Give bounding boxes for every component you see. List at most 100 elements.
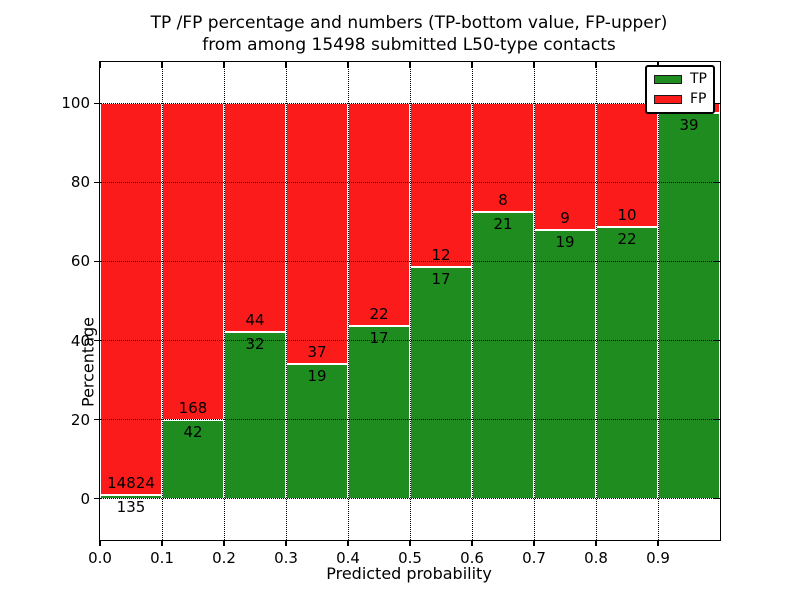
bar-segment-fp: [472, 103, 534, 213]
bar-segment-tp: [658, 113, 720, 499]
gridline-x: [223, 62, 225, 540]
bar-segment-fp: [286, 103, 348, 365]
gridline-x: [471, 62, 473, 540]
bar-segment-tp: [286, 364, 348, 499]
bar-label-fp: 9: [560, 209, 570, 228]
bar-label-fp: 12: [431, 245, 451, 264]
bar-label-fp: 14824: [107, 473, 155, 492]
legend-entry-tp: TP: [654, 71, 707, 87]
gridline-x: [347, 62, 349, 540]
bar-segment-tp: [472, 212, 534, 499]
x-tick-label: 0.3: [274, 549, 298, 567]
bar-label-fp: 10: [617, 205, 637, 224]
bar-label-fp: 22: [369, 305, 389, 324]
x-tick-top: [471, 62, 473, 68]
bar-label-fp: 8: [498, 191, 508, 210]
x-tick-label: 0.4: [336, 549, 360, 567]
x-tick-bottom: [595, 540, 597, 546]
x-tick-bottom: [657, 540, 659, 546]
x-tick-bottom: [409, 540, 411, 546]
bar-label-tp: 32: [245, 335, 265, 354]
bar-segment-tp: [162, 419, 224, 499]
fp-swatch-icon: [654, 95, 682, 104]
x-tick-top: [347, 62, 349, 68]
bar-segment-fp: [100, 103, 162, 495]
x-tick-bottom: [471, 540, 473, 546]
bar-label-tp: 17: [369, 329, 389, 348]
bar-segment-fp: [596, 103, 658, 227]
y-tick-left: [94, 102, 100, 105]
bar-segment-tp: [596, 226, 658, 499]
y-tick-label: 80: [70, 173, 90, 192]
bar-segment-tp: [348, 326, 410, 499]
x-tick-label: 0.8: [584, 549, 608, 567]
x-tick-bottom: [285, 540, 287, 546]
x-tick-top: [285, 62, 287, 68]
chart-title: TP /FP percentage and numbers (TP-bottom…: [99, 12, 719, 56]
gridline-x: [595, 62, 597, 540]
y-tick-left: [94, 181, 100, 184]
plot-area: Percentage 0 20 40 60 80 100 0.0 0.1 0.2 0.3 0.4 0.…: [61, 61, 721, 567]
bar-segment-tp: [410, 266, 472, 499]
y-tick-label: 40: [70, 331, 90, 350]
bar-label-tp: 21: [493, 215, 513, 234]
y-tick-right: [714, 260, 720, 263]
chart-title-line2: from among 15498 submitted L50-type cont…: [202, 35, 616, 55]
bar-segment-fp: [410, 103, 472, 267]
y-tick-left: [94, 418, 100, 421]
bar-label-fp: 168: [178, 398, 208, 417]
bar-label-tp: 19: [555, 233, 575, 252]
legend-label-tp: TP: [690, 71, 707, 87]
x-tick-top: [223, 62, 225, 68]
bar-segment-tp: [224, 332, 286, 499]
tp-swatch-icon: [654, 75, 682, 84]
x-tick-bottom: [223, 540, 225, 546]
gridline-x: [533, 62, 535, 540]
bar-label-tp: 135: [116, 497, 146, 516]
y-tick-right: [714, 339, 720, 342]
y-tick-label: 60: [70, 252, 90, 271]
x-tick-label: 0.7: [522, 549, 546, 567]
y-tick-label: 100: [61, 94, 90, 113]
x-tick-label: 0.5: [398, 549, 422, 567]
x-tick-bottom: [99, 540, 101, 546]
y-tick-left: [94, 339, 100, 342]
gridline-x: [409, 62, 411, 540]
x-tick-label: 0.1: [150, 549, 174, 567]
bar-segment-fp: [534, 103, 596, 231]
y-tick-label: 0: [80, 489, 90, 508]
x-tick-bottom: [347, 540, 349, 546]
x-tick-label: 0.6: [460, 549, 484, 567]
bar-segment-tp: [534, 230, 596, 499]
y-tick-right: [714, 102, 720, 105]
bar-label-tp: 39: [679, 116, 699, 135]
x-tick-top: [595, 62, 597, 68]
y-tick-right: [714, 418, 720, 421]
legend-entry-fp: FP: [654, 91, 707, 107]
bar-segment-fp: [224, 103, 286, 333]
x-tick-label: 0.2: [212, 549, 236, 567]
bar-segment-fp: [348, 103, 410, 327]
bar-label-fp: 37: [307, 343, 327, 362]
y-tick-left: [94, 497, 100, 500]
bar-label-fp: 44: [245, 311, 265, 330]
x-tick-label: 0.9: [646, 549, 670, 567]
x-tick-top: [99, 62, 101, 68]
x-tick-label: 0.0: [88, 549, 112, 567]
y-tick-right: [714, 181, 720, 184]
x-tick-bottom: [161, 540, 163, 546]
x-tick-top: [533, 62, 535, 68]
x-tick-top: [409, 62, 411, 68]
gridline-x: [285, 62, 287, 540]
legend: TP FP: [645, 65, 715, 114]
y-tick-label: 20: [70, 410, 90, 429]
bar-label-tp: 19: [307, 367, 327, 386]
bar-label-tp: 22: [617, 229, 637, 248]
chart-title-line1: TP /FP percentage and numbers (TP-bottom…: [150, 13, 668, 33]
x-axis-label: Predicted probability: [326, 564, 492, 583]
bar-label-tp: 17: [431, 269, 451, 288]
legend-label-fp: FP: [690, 91, 707, 107]
y-tick-right: [714, 497, 720, 500]
y-axis-label: Percentage: [78, 316, 98, 408]
